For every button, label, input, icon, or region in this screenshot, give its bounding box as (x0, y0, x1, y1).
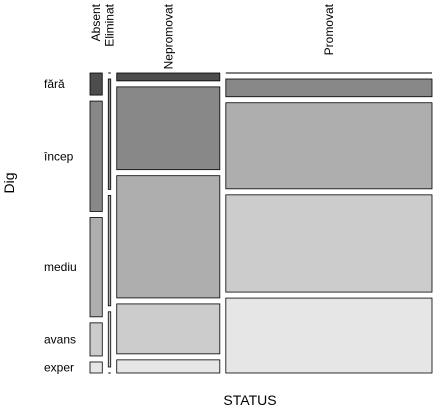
cell (116, 359, 221, 374)
cell (107, 194, 112, 307)
cell (116, 303, 221, 355)
cell (225, 194, 433, 293)
row-label: avans (44, 332, 76, 346)
cell (116, 175, 221, 299)
column-label: Eliminat (103, 3, 117, 46)
row-label: fără (44, 77, 65, 91)
row-label: mediu (44, 260, 77, 274)
y-axis-label: Dig (1, 172, 17, 193)
column-label: Promovat (322, 3, 336, 55)
cell (89, 322, 103, 357)
row-label: exper (44, 360, 74, 374)
x-axis-label: STATUS (223, 392, 276, 408)
cell (225, 102, 433, 190)
cell (225, 297, 433, 374)
cell (107, 78, 112, 190)
cell (116, 86, 221, 171)
row-label: încep (43, 149, 74, 163)
cell (107, 311, 112, 368)
cell (116, 72, 221, 82)
cell (225, 78, 433, 98)
column-label: Absent (89, 3, 103, 41)
cell (89, 72, 103, 96)
cell (89, 100, 103, 212)
column-label: Nepromovat (161, 3, 175, 69)
cell (89, 361, 103, 374)
cell (89, 217, 103, 318)
